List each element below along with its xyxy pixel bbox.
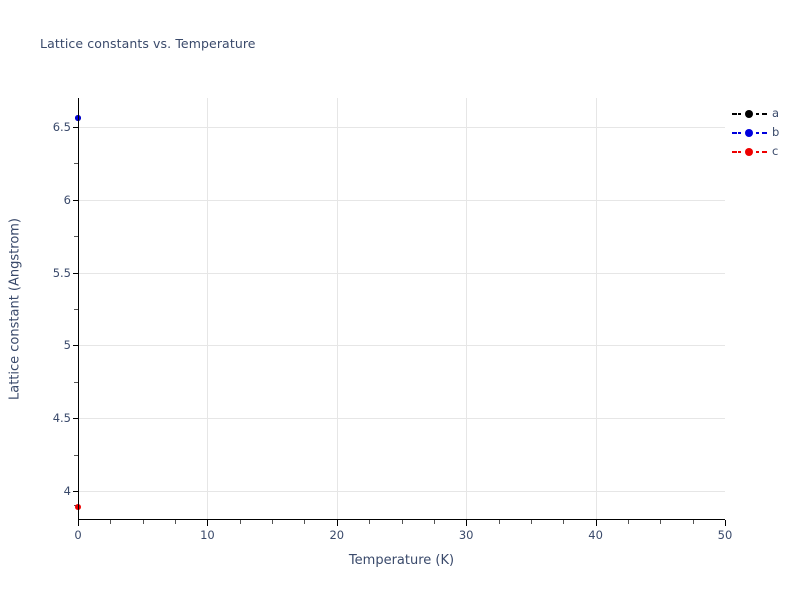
x-tick-major — [466, 520, 468, 526]
x-tick-major — [207, 520, 209, 526]
legend-label-c: c — [772, 143, 779, 158]
gridline-vertical — [336, 98, 338, 520]
legend-dash-segment — [762, 151, 767, 153]
x-tick-minor — [692, 520, 694, 524]
y-tick-label: 4 — [63, 483, 71, 498]
y-tick-major — [73, 127, 79, 129]
y-tick-label: 5.5 — [52, 265, 71, 280]
gridline-horizontal — [78, 345, 725, 347]
gridline-horizontal — [78, 199, 725, 201]
y-axis-label: Lattice constant (Angstrom) — [7, 217, 23, 401]
y-tick-label: 6.5 — [52, 120, 71, 135]
legend-dash-segment — [756, 151, 759, 153]
y-tick-major — [73, 418, 79, 420]
x-tick-minor — [530, 520, 532, 524]
gridline-vertical — [466, 98, 468, 520]
legend-marker-c — [745, 147, 753, 156]
x-tick-minor — [272, 520, 274, 524]
gridline-vertical — [207, 98, 209, 520]
y-tick-major — [73, 490, 79, 492]
legend-line-sample-a — [732, 108, 767, 119]
legend-dash-segment — [738, 113, 741, 115]
x-tick-minor — [304, 520, 306, 524]
x-axis-tick-labels: 0 10 20 30 40 50 — [74, 528, 732, 546]
x-tick-minor — [433, 520, 435, 524]
legend-dash-segment — [738, 132, 741, 134]
gridline-horizontal — [78, 490, 725, 492]
legend-dash-segment — [738, 151, 741, 153]
legend-item-c[interactable]: c — [732, 142, 794, 161]
legend-dash-segment — [762, 113, 767, 115]
x-tick-major — [595, 520, 597, 526]
x-tick-major — [78, 520, 79, 526]
x-tick-label: 10 — [200, 528, 215, 542]
legend-dash-segment — [732, 132, 737, 134]
legend-label-a: a — [772, 105, 780, 120]
legend-dash-segment — [732, 151, 737, 153]
x-tick-label: 40 — [588, 528, 603, 542]
x-tick-minor — [369, 520, 371, 524]
x-tick-label: 50 — [717, 528, 733, 542]
legend-dash-segment — [756, 113, 759, 115]
y-tick-major — [73, 345, 79, 347]
legend-dash-segment — [756, 132, 759, 134]
y-tick-minor — [74, 163, 78, 165]
y-axis-tick-labels: 4 4.5 5 5.5 6 6.5 — [38, 98, 71, 520]
y-tick-label: 4.5 — [52, 411, 71, 426]
x-tick-major — [336, 520, 338, 526]
x-axis-label: Temperature (K) — [348, 553, 455, 568]
legend-marker-b — [745, 128, 753, 137]
y-tick-minor — [74, 381, 78, 383]
x-tick-label: 0 — [74, 528, 82, 542]
x-axis-line — [78, 519, 725, 520]
legend-label-b: b — [772, 124, 780, 139]
x-tick-minor — [660, 520, 662, 524]
x-tick-minor — [498, 520, 500, 524]
legend-dash-segment — [732, 113, 737, 115]
y-tick-minor — [74, 236, 78, 238]
legend-item-a[interactable]: a — [732, 104, 794, 123]
y-tick-label: 6 — [63, 192, 71, 207]
legend-marker-a — [745, 109, 753, 118]
plot-area — [73, 98, 726, 526]
x-tick-label: 30 — [458, 528, 474, 542]
legend-item-b[interactable]: b — [732, 123, 794, 142]
x-tick-minor — [563, 520, 565, 524]
chart-title: Lattice constants vs. Temperature — [40, 36, 256, 51]
y-tick-minor — [74, 309, 78, 310]
gridline-horizontal — [78, 272, 725, 274]
legend-dash-segment — [762, 132, 767, 134]
gridline-horizontal — [78, 127, 725, 129]
legend-line-sample-b — [732, 127, 767, 138]
y-tick-label: 5 — [63, 338, 71, 353]
gridline-vertical — [595, 98, 597, 520]
y-tick-major — [73, 199, 79, 201]
x-tick-label: 20 — [329, 528, 345, 542]
x-tick-minor — [627, 520, 629, 524]
gridline-horizontal — [78, 418, 725, 420]
x-tick-minor — [401, 520, 403, 524]
legend-line-sample-c — [732, 146, 767, 157]
x-tick-major — [725, 520, 726, 526]
y-tick-minor — [74, 454, 78, 456]
y-axis-line — [78, 98, 79, 520]
x-tick-minor — [239, 520, 241, 524]
y-axis-label-container: Lattice constant (Angstrom) — [0, 98, 30, 520]
x-tick-minor — [110, 520, 112, 524]
x-tick-minor — [142, 520, 144, 524]
y-tick-major — [73, 272, 79, 274]
x-tick-minor — [175, 520, 177, 524]
